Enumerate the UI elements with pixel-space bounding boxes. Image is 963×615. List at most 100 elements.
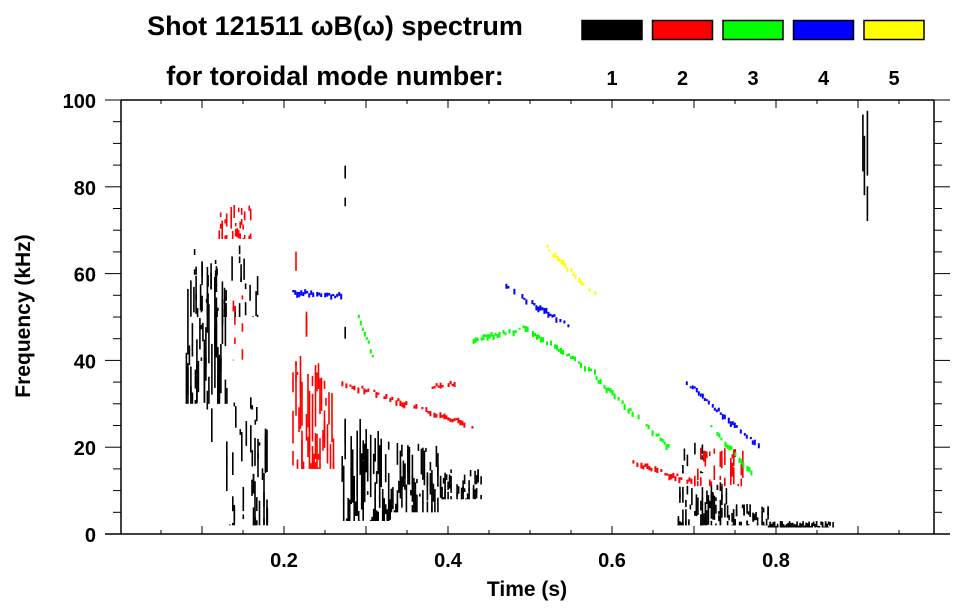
spectrum-mark — [765, 518, 768, 526]
spectrum-mark — [357, 314, 360, 319]
spectrum-mark — [477, 469, 479, 482]
spectrum-mark — [214, 277, 216, 298]
spectrum-mark — [258, 515, 261, 526]
spectrum-mark — [241, 295, 244, 300]
spectrum-mark — [296, 459, 299, 469]
spectrum-mark — [426, 501, 429, 513]
spectrum-mark — [432, 483, 435, 502]
spectrum-mark — [694, 475, 696, 487]
spectrum-mark — [632, 460, 635, 464]
spectrum-mark — [190, 366, 192, 396]
spectrum-mark — [232, 452, 234, 475]
spectrum-mark — [221, 232, 223, 239]
spectrum-mark — [690, 478, 693, 484]
spectrum-mark — [733, 457, 735, 467]
spectrum-mark — [743, 433, 746, 436]
spectrum-mark — [188, 345, 191, 366]
spectrum-mark — [450, 469, 452, 474]
spectrum-mark — [308, 390, 311, 452]
spectrum-mark — [295, 251, 297, 271]
spectrum-mark — [338, 292, 341, 296]
spectrum-mark — [721, 507, 723, 518]
y-tick-label: 60 — [74, 265, 96, 287]
spectrum-mark — [733, 467, 735, 485]
spectrum-mark — [817, 525, 819, 528]
spectrum-mark — [650, 467, 653, 472]
spectrum-mark — [582, 282, 585, 286]
spectrum-mark — [802, 526, 804, 528]
spectrum-mark — [248, 235, 250, 239]
spectrum-mark — [541, 307, 544, 311]
spectrum-mark — [226, 455, 228, 460]
spectrum-mark — [240, 207, 243, 215]
spectrum-mark — [187, 288, 189, 355]
spectrum-mark — [318, 292, 321, 296]
spectrum-mark — [494, 332, 497, 336]
spectrum-mark — [215, 321, 218, 356]
spectrum-mark — [546, 341, 548, 346]
spectrum-mark — [472, 487, 475, 499]
spectrum-mark — [709, 451, 711, 457]
spectrum-mark — [218, 358, 221, 396]
spectrum-mark — [223, 287, 226, 304]
spectrum-mark — [393, 510, 396, 513]
spectrum-mark — [249, 208, 252, 221]
spectrum-mark — [718, 515, 720, 522]
spectrum-mark — [453, 382, 456, 387]
spectrum-mark — [563, 320, 566, 324]
spectrum-mark — [701, 444, 704, 454]
spectrum-mark — [659, 437, 662, 442]
spectrum-mark — [707, 499, 710, 525]
spectrum-mark — [319, 438, 321, 469]
spectrum-mark — [756, 517, 759, 522]
spectrum-mark — [713, 448, 716, 454]
chart-title-line1: Shot 121511 ωB(ω) spectrum — [147, 11, 523, 41]
spectrum-mark — [344, 419, 346, 444]
spectrum-mark — [645, 424, 648, 427]
spectrum-mark — [264, 428, 267, 472]
spectrum-mark — [588, 367, 590, 372]
y-tick-label: 40 — [74, 351, 96, 373]
spectrum-mark — [719, 451, 722, 467]
spectrum-mark — [254, 419, 257, 425]
spectrum-mark — [263, 492, 265, 525]
spectrum-mark — [195, 294, 197, 314]
spectrum-mark — [261, 468, 264, 480]
spectrum-mark — [731, 524, 733, 526]
spectrum-mark — [800, 523, 803, 528]
spectrum-mark — [256, 276, 259, 296]
spectrum-mark — [682, 509, 684, 526]
spectrum-mark — [733, 422, 736, 428]
spectrum-mark — [721, 450, 723, 466]
y-tick-label: 0 — [85, 525, 96, 547]
spectrum-mark — [802, 523, 804, 527]
spectrum-mark — [230, 207, 232, 219]
spectrum-mark — [431, 470, 433, 485]
spectrum-mark — [644, 463, 647, 467]
spectrum-mark — [206, 266, 209, 316]
spectrum-mark — [654, 466, 657, 473]
spectrum-mark — [423, 450, 426, 486]
spectrum-mark — [242, 486, 245, 512]
spectrum-mark — [399, 462, 402, 499]
spectrum-mark — [670, 474, 673, 480]
spectrum-mark — [661, 438, 664, 443]
spectrum-mark — [201, 295, 203, 311]
spectrum-mark — [863, 135, 866, 196]
spectrum-mark — [445, 474, 448, 481]
spectrum-mark — [682, 486, 684, 503]
spectrum-mark — [741, 504, 744, 509]
spectrum-mark — [292, 451, 294, 466]
spectrum-mark — [387, 441, 390, 450]
spectrum-mark — [594, 291, 597, 295]
spectrum-mark — [365, 337, 368, 340]
spectrum-mark — [556, 255, 559, 261]
spectrum-mark — [344, 452, 346, 460]
spectrum-mark — [462, 486, 464, 500]
spectrum-mark — [547, 311, 550, 318]
spectrum-mark — [637, 414, 640, 420]
spectrum-mark — [498, 331, 501, 338]
spectrum-mark — [389, 499, 391, 520]
spectrum-mark — [193, 249, 196, 255]
spectrum-mark — [753, 513, 756, 521]
